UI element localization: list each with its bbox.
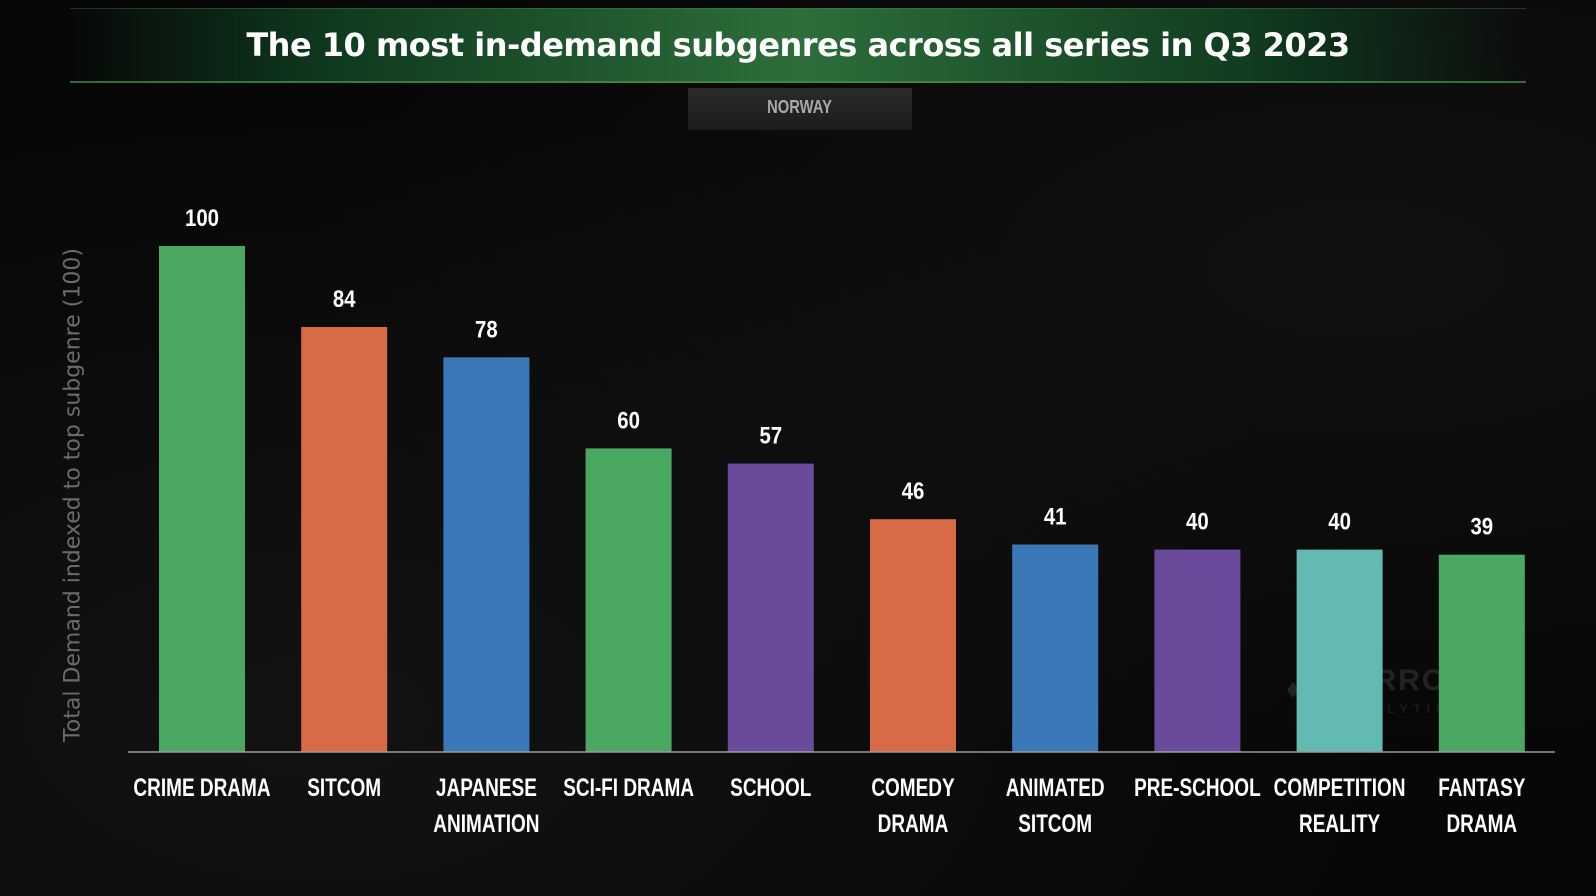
category-label-3-0: SCI-FI DRAMA [563, 773, 694, 801]
category-label-9-0: FANTASY [1438, 773, 1525, 801]
title-banner: The 10 most in-demand subgenres across a… [70, 8, 1526, 83]
bar-value-label-6: 41 [1044, 503, 1067, 530]
bar-3 [585, 448, 672, 752]
chart-title: The 10 most in-demand subgenres across a… [246, 26, 1350, 64]
category-label-4-0: SCHOOL [730, 773, 811, 801]
category-label-9-1: DRAMA [1446, 809, 1517, 837]
bar-value-label-1: 84 [333, 285, 356, 312]
bar-value-label-3: 60 [617, 407, 640, 434]
bar-5 [870, 519, 956, 752]
bar-0 [159, 246, 245, 752]
bar-value-label-0: 100 [185, 204, 219, 231]
bar-value-label-9: 39 [1470, 513, 1493, 540]
region-tab-label: NORWAY [767, 97, 833, 117]
category-label-6-1: SITCOM [1018, 809, 1092, 837]
category-label-7-0: PRE-SCHOOL [1134, 773, 1261, 801]
bar-6 [1012, 544, 1099, 752]
category-label-0-0: CRIME DRAMA [133, 773, 270, 801]
category-label-6-0: ANIMATED [1006, 773, 1105, 801]
bar-value-label-5: 46 [902, 478, 925, 505]
category-label-8-0: COMPETITION [1274, 773, 1406, 801]
bar-value-label-8: 40 [1328, 508, 1351, 535]
bar-7 [1154, 549, 1241, 752]
bar-value-label-7: 40 [1186, 508, 1209, 535]
bar-value-label-2: 78 [475, 316, 498, 343]
bars-layer: 100 CRIME DRAMA 84 SITCOM 78 JAPANESE ANIMATIO… [133, 204, 1525, 837]
bar-4 [727, 463, 814, 752]
category-label-2-0: JAPANESE [436, 773, 537, 801]
category-label-1-0: SITCOM [307, 773, 381, 801]
bar-value-label-4: 57 [759, 422, 782, 449]
category-label-5-0: COMEDY [871, 773, 955, 801]
bar-9 [1438, 554, 1525, 752]
bar-2 [443, 357, 530, 752]
region-tab[interactable]: NORWAY [688, 88, 912, 130]
bar-1 [301, 327, 388, 752]
category-label-2-1: ANIMATION [433, 809, 539, 837]
bar-8 [1296, 549, 1383, 752]
category-label-8-1: REALITY [1299, 809, 1380, 837]
category-label-5-1: DRAMA [878, 809, 949, 837]
